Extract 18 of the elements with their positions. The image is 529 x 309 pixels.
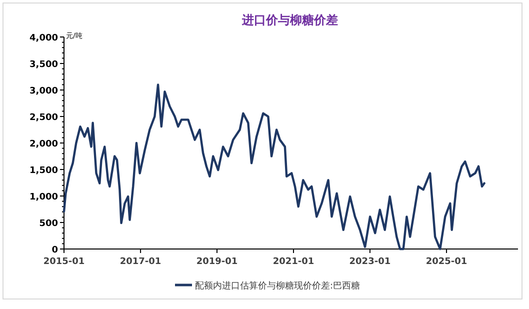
x-tick-label: 2019-01 xyxy=(196,257,238,267)
chart-title: 进口价与柳糖价差 xyxy=(241,13,338,27)
y-tick-label: 500 xyxy=(39,219,58,229)
line-series xyxy=(62,84,486,250)
y-tick-label: 2,000 xyxy=(30,140,58,150)
y-tick-label: 3,500 xyxy=(30,60,58,70)
y-tick-label: 3,000 xyxy=(30,86,58,96)
y-tick-label: 2,500 xyxy=(30,113,58,123)
x-tick-label: 2015-01 xyxy=(43,257,85,267)
y-tick-label: 1,500 xyxy=(30,166,58,176)
x-tick-label: 2021-01 xyxy=(272,257,314,267)
x-tick-label: 2023-01 xyxy=(349,257,391,267)
x-tick-label: 2017-01 xyxy=(120,257,162,267)
x-tick-label: 2025-01 xyxy=(426,257,468,267)
y-tick-label: 1,000 xyxy=(30,192,58,202)
y-tick-label: 0 xyxy=(52,246,58,256)
legend-label: 配额内进口估算价与柳糖现价价差:巴西糖 xyxy=(195,280,360,292)
y-tick-label: 4,000 xyxy=(30,34,58,44)
